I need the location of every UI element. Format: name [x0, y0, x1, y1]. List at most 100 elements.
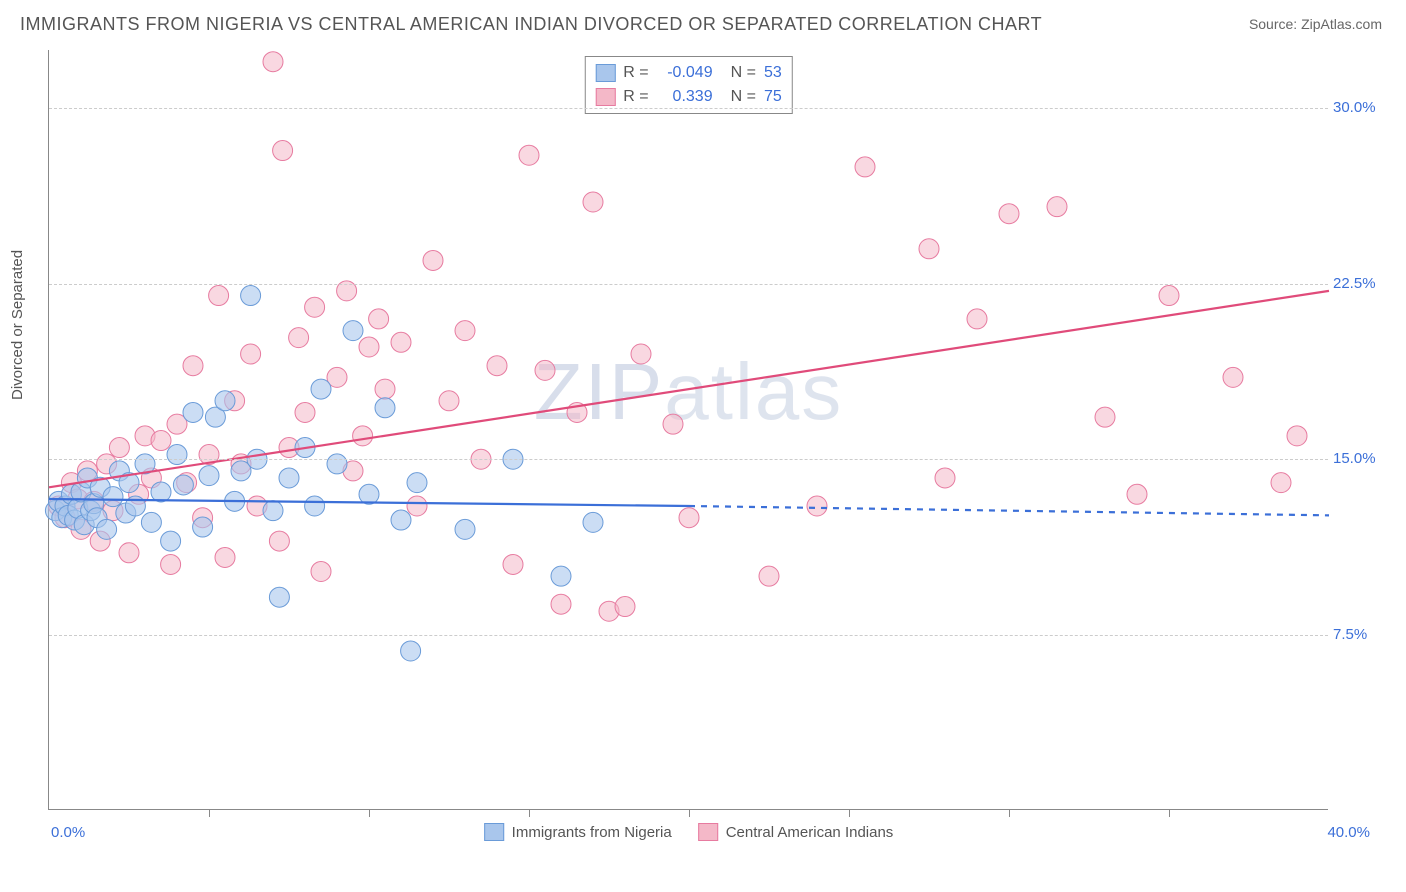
data-point [375, 379, 395, 399]
r-label: R = [623, 85, 648, 109]
chart-title: IMMIGRANTS FROM NIGERIA VS CENTRAL AMERI… [20, 14, 1042, 35]
data-point [343, 321, 363, 341]
data-point [173, 475, 193, 495]
gridline-h [49, 635, 1328, 636]
data-point [1047, 197, 1067, 217]
data-point [935, 468, 955, 488]
data-point [97, 519, 117, 539]
data-point [455, 519, 475, 539]
data-point [503, 554, 523, 574]
x-max-label: 40.0% [1327, 824, 1370, 841]
x-tick [209, 809, 210, 817]
data-point [161, 554, 181, 574]
x-tick [1169, 809, 1170, 817]
data-point [269, 587, 289, 607]
legend-item-2: Central American Indians [698, 823, 894, 841]
data-point [759, 566, 779, 586]
data-point [311, 561, 331, 581]
data-point [551, 566, 571, 586]
data-point [663, 414, 683, 434]
n-value-1: 53 [764, 61, 782, 85]
n-value-2: 75 [764, 85, 782, 109]
data-point [631, 344, 651, 364]
plot-area: ZIPatlas R = -0.049 N = 53 R = 0.339 N =… [48, 50, 1328, 810]
data-point [151, 482, 171, 502]
data-point [407, 473, 427, 493]
data-point [487, 356, 507, 376]
data-point [369, 309, 389, 329]
data-point [295, 402, 315, 422]
data-point [615, 597, 635, 617]
data-point [273, 141, 293, 161]
y-tick-label: 30.0% [1333, 99, 1388, 116]
y-axis-label: Divorced or Separated [9, 250, 26, 400]
data-point [423, 250, 443, 270]
data-point [119, 543, 139, 563]
y-tick-label: 15.0% [1333, 450, 1388, 467]
stats-legend: R = -0.049 N = 53 R = 0.339 N = 75 [584, 56, 792, 114]
data-point [269, 531, 289, 551]
data-point [375, 398, 395, 418]
stats-row-series2: R = 0.339 N = 75 [595, 85, 781, 109]
data-point [279, 468, 299, 488]
data-point [401, 641, 421, 661]
data-point [263, 52, 283, 72]
data-point [1159, 286, 1179, 306]
r-value-1: -0.049 [657, 61, 713, 85]
data-point [455, 321, 475, 341]
x-min-label: 0.0% [51, 824, 85, 841]
legend-swatch-pink [698, 823, 718, 841]
data-point [199, 466, 219, 486]
data-point [263, 501, 283, 521]
legend-swatch-blue [484, 823, 504, 841]
stats-row-series1: R = -0.049 N = 53 [595, 61, 781, 85]
gridline-h [49, 459, 1328, 460]
data-point [519, 145, 539, 165]
swatch-blue [595, 64, 615, 82]
data-point [1271, 473, 1291, 493]
data-point [359, 484, 379, 504]
legend-item-1: Immigrants from Nigeria [484, 823, 672, 841]
data-point [215, 391, 235, 411]
x-tick [1009, 809, 1010, 817]
data-point [583, 192, 603, 212]
plot-svg [49, 50, 1328, 809]
data-point [167, 445, 187, 465]
y-tick-label: 7.5% [1333, 626, 1388, 643]
data-point [551, 594, 571, 614]
x-tick [529, 809, 530, 817]
data-point [391, 510, 411, 530]
data-point [327, 454, 347, 474]
data-point [391, 332, 411, 352]
data-point [1287, 426, 1307, 446]
x-tick [849, 809, 850, 817]
data-point [407, 496, 427, 516]
data-point [999, 204, 1019, 224]
data-point [1127, 484, 1147, 504]
data-point [151, 431, 171, 451]
bottom-legend: Immigrants from Nigeria Central American… [484, 823, 894, 841]
data-point [855, 157, 875, 177]
data-point [807, 496, 827, 516]
data-point [109, 438, 129, 458]
data-point [967, 309, 987, 329]
data-point [311, 379, 331, 399]
chart-container: ZIPatlas R = -0.049 N = 53 R = 0.339 N =… [48, 50, 1378, 840]
x-tick [369, 809, 370, 817]
data-point [359, 337, 379, 357]
legend-label-1: Immigrants from Nigeria [512, 824, 672, 841]
data-point [215, 547, 235, 567]
data-point [535, 360, 555, 380]
data-point [141, 512, 161, 532]
r-label: R = [623, 61, 648, 85]
data-point [183, 356, 203, 376]
data-point [241, 344, 261, 364]
data-point [1095, 407, 1115, 427]
x-tick [689, 809, 690, 817]
data-point [1223, 367, 1243, 387]
legend-label-2: Central American Indians [726, 824, 894, 841]
trendline-pink [49, 291, 1329, 487]
y-tick-label: 22.5% [1333, 275, 1388, 292]
data-point [161, 531, 181, 551]
data-point [241, 286, 261, 306]
